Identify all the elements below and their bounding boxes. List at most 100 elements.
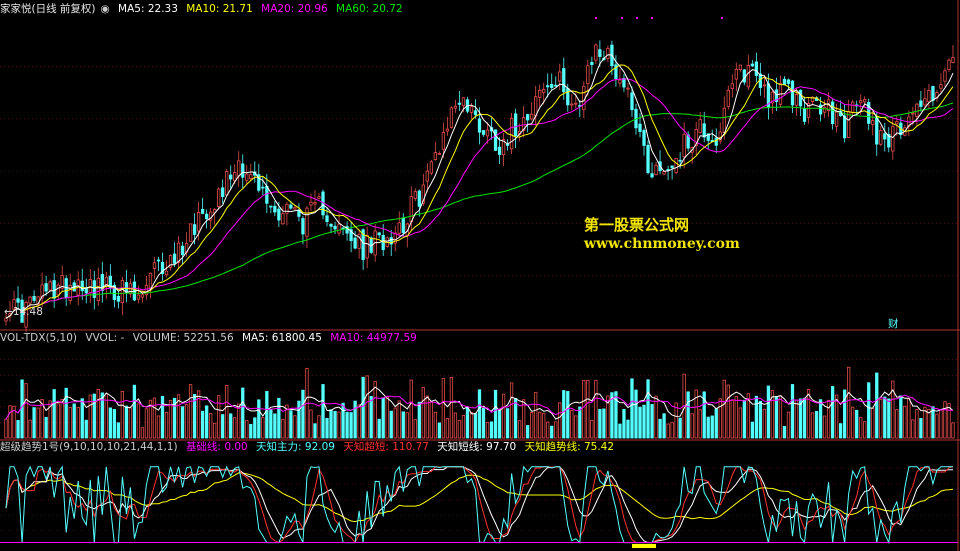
candle bbox=[871, 120, 875, 125]
volume-bar bbox=[911, 419, 915, 439]
candle bbox=[461, 97, 466, 107]
candle bbox=[570, 103, 574, 106]
volume-bar bbox=[670, 421, 674, 439]
candle bbox=[859, 100, 863, 104]
volume-bar bbox=[124, 405, 129, 439]
candle bbox=[469, 106, 474, 113]
ma-toggle-icon[interactable]: ◉ bbox=[100, 3, 110, 15]
candle bbox=[734, 68, 738, 80]
volume-bar bbox=[895, 409, 899, 439]
volume-bar bbox=[654, 395, 658, 439]
candle bbox=[217, 188, 221, 207]
volume-bar bbox=[401, 411, 405, 439]
volume-bar bbox=[257, 399, 261, 439]
volume-bar bbox=[457, 420, 462, 439]
vol-ma10-label: MA10: 44977.59 bbox=[330, 332, 417, 344]
volume-bar bbox=[156, 415, 161, 439]
volume-bar bbox=[237, 403, 241, 439]
volume-bar bbox=[309, 409, 313, 439]
candle bbox=[851, 101, 855, 114]
ma5-line bbox=[5, 54, 954, 319]
candle bbox=[401, 217, 405, 233]
candle bbox=[830, 101, 835, 124]
bottom-highlight-bar bbox=[632, 544, 656, 548]
volume-bar bbox=[594, 380, 598, 439]
volume-bar bbox=[843, 389, 847, 439]
volume-bar bbox=[453, 412, 458, 439]
candle bbox=[530, 113, 534, 120]
volume-bar bbox=[357, 404, 361, 439]
volume-bar bbox=[281, 418, 285, 439]
candle bbox=[911, 112, 915, 115]
volume-bar bbox=[120, 391, 125, 439]
volume-bar bbox=[64, 387, 68, 439]
volume-bar bbox=[289, 410, 293, 439]
candle bbox=[670, 165, 674, 168]
volume-bar bbox=[686, 391, 690, 439]
volume-bar bbox=[241, 387, 245, 439]
volume-bar bbox=[377, 418, 381, 439]
volume-bar bbox=[702, 391, 706, 439]
vvol-label: VVOL: - bbox=[85, 332, 125, 344]
volume-bar bbox=[381, 397, 385, 439]
trend-indicator-name[interactable]: 超级趋势1号(9,10,10,10,21,44,1,1) bbox=[0, 441, 178, 453]
ultra-short-label: 天知超短: 110.77 bbox=[343, 441, 429, 453]
candle bbox=[702, 123, 706, 138]
candle bbox=[152, 262, 157, 269]
candle bbox=[891, 126, 895, 152]
volume-bar bbox=[642, 404, 646, 439]
candle bbox=[919, 100, 923, 107]
volume-bar bbox=[40, 399, 44, 439]
volume-bar bbox=[782, 425, 787, 439]
candle bbox=[582, 85, 586, 111]
volume-bar bbox=[602, 408, 606, 439]
candle bbox=[798, 89, 803, 107]
volume-bar bbox=[433, 411, 438, 439]
volume-bar bbox=[634, 389, 638, 439]
volume-bar bbox=[526, 425, 530, 439]
candle bbox=[229, 174, 233, 180]
candle bbox=[245, 173, 249, 181]
volume-bar bbox=[349, 412, 353, 439]
vol-tdx-label[interactable]: VOL-TDX(5,10) bbox=[0, 332, 78, 344]
volume-bar bbox=[598, 408, 602, 439]
candle bbox=[650, 173, 654, 178]
volume-bar bbox=[485, 421, 490, 439]
candle bbox=[742, 69, 746, 83]
volume-bar bbox=[225, 384, 229, 439]
candle bbox=[56, 284, 60, 296]
volume-bar bbox=[421, 387, 425, 439]
candle bbox=[96, 277, 100, 302]
volume-bar bbox=[429, 400, 433, 439]
volume-bar bbox=[517, 420, 522, 439]
candle bbox=[554, 84, 558, 87]
volume-bar bbox=[345, 411, 349, 439]
candle bbox=[574, 102, 578, 105]
candle bbox=[265, 185, 269, 204]
volume-bar bbox=[618, 423, 622, 439]
volume-bar bbox=[891, 380, 895, 439]
volume-bar bbox=[927, 408, 931, 439]
candle bbox=[526, 114, 530, 121]
volume-bar bbox=[690, 413, 694, 439]
candle bbox=[413, 191, 417, 199]
candle bbox=[421, 184, 425, 204]
volume-bar bbox=[626, 419, 630, 439]
ma5-label: MA5: 22.33 bbox=[118, 3, 178, 15]
candle bbox=[337, 223, 341, 234]
volume-bar bbox=[437, 422, 442, 439]
volume-bar bbox=[939, 409, 943, 439]
volume-bar bbox=[293, 415, 297, 439]
volume-bar bbox=[578, 406, 582, 439]
finance-event-marker[interactable]: 财 bbox=[888, 318, 899, 330]
candle bbox=[305, 207, 309, 237]
volume-bar bbox=[24, 383, 28, 439]
candle bbox=[642, 130, 646, 146]
candle bbox=[875, 116, 879, 145]
candle bbox=[156, 259, 161, 262]
candle bbox=[847, 111, 851, 138]
volume-bar bbox=[493, 389, 498, 439]
volume-bar bbox=[590, 419, 594, 439]
candle bbox=[774, 89, 779, 102]
